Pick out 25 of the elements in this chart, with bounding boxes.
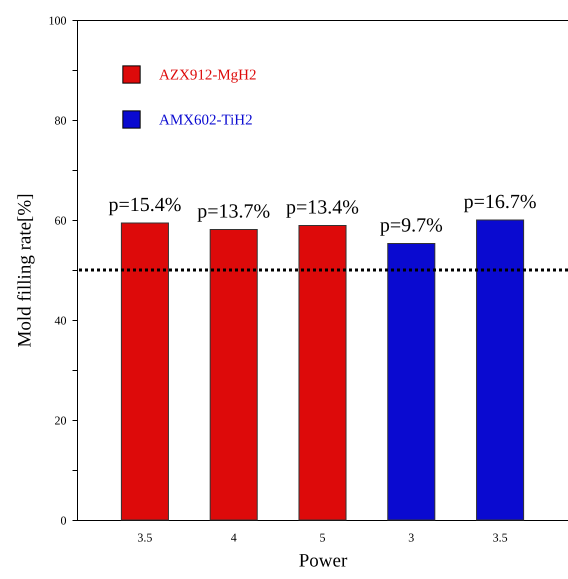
bar xyxy=(298,225,347,520)
y-tick-label: 100 xyxy=(48,14,66,28)
annotation: p=15.4% xyxy=(108,194,182,216)
y-axis-title: Mold filling rate[%] xyxy=(14,193,36,348)
annotation: p=9.7% xyxy=(380,214,443,236)
annotation: p=13.4% xyxy=(286,196,359,218)
bar xyxy=(387,243,436,520)
x-tick-label: 4 xyxy=(230,530,237,544)
y-tick-label: 60 xyxy=(54,214,66,228)
x-tick-label: 3.5 xyxy=(492,530,508,544)
x-axis-title: Power xyxy=(298,550,348,572)
legend-label: AZX912-MgH2 xyxy=(159,68,256,84)
x-tick-label: 3.5 xyxy=(137,530,152,544)
annotation: p=16.7% xyxy=(464,191,537,213)
legend-label: AMX602-TiH2 xyxy=(159,112,253,128)
y-tick-label: 20 xyxy=(54,414,66,428)
y-tick-label: 80 xyxy=(54,114,66,128)
y-tick-label: 40 xyxy=(54,314,66,328)
x-tick-label: 3 xyxy=(408,530,414,544)
x-tick-label: 5 xyxy=(320,530,326,544)
bar xyxy=(210,229,258,520)
y-tick-label: 0 xyxy=(60,514,66,528)
annotation: p=13.7% xyxy=(197,200,270,222)
bar xyxy=(476,220,524,520)
bar xyxy=(120,222,169,520)
